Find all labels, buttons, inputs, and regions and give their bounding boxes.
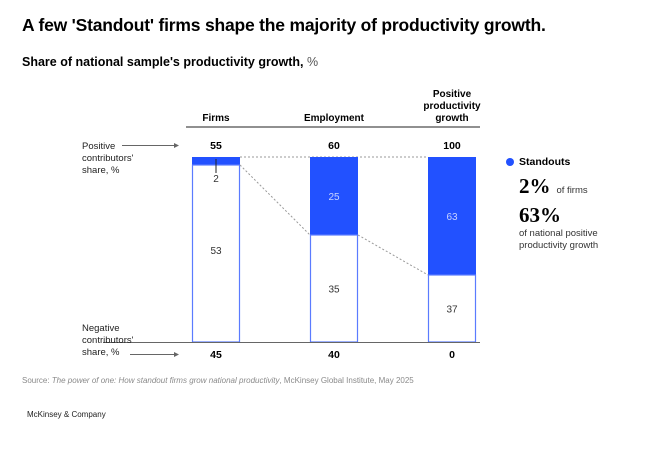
data-label-other: 37 <box>446 305 458 316</box>
row-label-positive: contributors' <box>82 153 134 164</box>
source-suffix: , McKinsey Global Institute, May 2025 <box>279 376 414 385</box>
chart-title: A few 'Standout' firms shape the majorit… <box>22 15 546 35</box>
category-label: productivity <box>423 101 481 112</box>
negative-share-total: 45 <box>210 349 222 361</box>
data-label-standouts: 2 <box>213 174 219 185</box>
legend-stat-firms: 2% of firms <box>519 176 656 197</box>
category-label: Firms <box>202 113 230 124</box>
legend-stat1-text: of firms <box>556 185 588 196</box>
stacked-bar-chart: Firms EmploymentPositiveproductivitygrowt… <box>82 89 481 361</box>
data-label-standouts: 25 <box>328 192 340 203</box>
subtitle-text: Share of national sample's productivity … <box>22 55 304 69</box>
connector-diagonal-line <box>357 234 429 276</box>
legend-stat2-value: 63% <box>519 203 561 227</box>
legend-header: Standouts <box>506 156 656 168</box>
category-label: growth <box>435 113 468 124</box>
legend-dot-icon <box>506 158 514 166</box>
positive-share-total: 60 <box>328 140 340 152</box>
row-label-positive: Positive <box>82 141 115 152</box>
source-note: Source: The power of one: How standout f… <box>22 376 414 385</box>
bar-segment-other <box>309 234 359 343</box>
legend-stat2-text-1: of national positive <box>519 228 598 239</box>
data-label-other: 53 <box>210 246 222 257</box>
negative-share-total: 40 <box>328 349 340 361</box>
legend-stat1-value: 2% <box>519 174 551 198</box>
data-label-standouts: 63 <box>446 212 458 223</box>
category-label: Positive <box>433 89 472 100</box>
data-label-other: 35 <box>328 285 340 296</box>
bar-segment-standouts <box>428 157 476 275</box>
source-title: The power of one: How standout firms gro… <box>51 376 280 385</box>
legend-stat2-text-2: productivity growth <box>519 240 599 251</box>
category-label: Employment <box>304 113 365 124</box>
row-label-negative: Negative <box>82 323 120 334</box>
row-label-negative: contributors' <box>82 335 134 346</box>
connector-diagonal-line <box>239 164 311 236</box>
subtitle-unit: % <box>306 55 319 69</box>
legend-stat-growth: 63% of national positive productivity gr… <box>519 205 656 252</box>
arrow-positive-icon <box>174 143 179 148</box>
source-prefix: Source: <box>22 376 52 385</box>
chart-subtitle: Share of national sample's productivity … <box>22 55 318 69</box>
bar-segment-other <box>427 274 477 343</box>
legend: Standouts 2% of firms 63% of national po… <box>506 156 656 252</box>
positive-share-total: 55 <box>210 140 222 152</box>
row-label-negative: share, % <box>82 347 120 358</box>
bar-segment-standouts <box>310 157 358 235</box>
positive-share-total: 100 <box>443 140 461 152</box>
negative-share-total: 0 <box>449 349 455 361</box>
arrow-negative-icon <box>174 352 179 357</box>
legend-label: Standouts <box>519 156 571 168</box>
row-label-positive: share, % <box>82 165 120 176</box>
brand-logo-text: McKinsey & Company <box>27 410 106 419</box>
